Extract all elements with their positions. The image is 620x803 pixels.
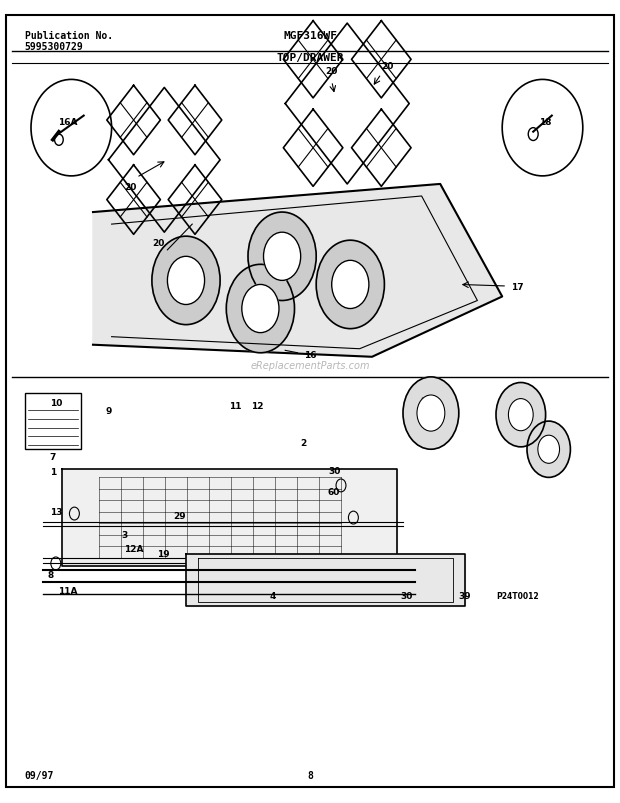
Text: 29: 29 [174,511,186,520]
Circle shape [242,285,279,333]
Circle shape [332,261,369,309]
Text: 18: 18 [539,117,552,127]
Text: 30: 30 [329,467,341,476]
Text: 30: 30 [400,591,412,601]
Circle shape [152,237,220,325]
Text: 11: 11 [229,401,242,410]
Text: 16: 16 [304,350,316,360]
Circle shape [316,241,384,329]
Circle shape [226,265,294,353]
Ellipse shape [502,80,583,177]
Text: 20: 20 [152,238,164,247]
Text: 7: 7 [50,452,56,461]
Circle shape [403,377,459,450]
Text: 17: 17 [512,282,524,291]
Text: 20: 20 [124,182,136,191]
Circle shape [264,233,301,281]
Text: 11A: 11A [58,586,78,596]
Bar [25,393,81,450]
Text: 2: 2 [301,438,307,448]
Text: 5: 5 [542,441,548,450]
Text: eReplacementParts.com: eReplacementParts.com [250,361,370,370]
Text: 13: 13 [50,507,62,517]
Ellipse shape [31,80,112,177]
Circle shape [167,257,205,305]
Text: 3: 3 [121,530,127,540]
Circle shape [538,435,560,464]
Text: 14: 14 [512,402,524,412]
Text: 12A: 12A [123,544,143,554]
Text: 20: 20 [381,62,394,71]
Text: 9: 9 [105,406,112,416]
Circle shape [496,383,546,447]
Circle shape [527,422,570,478]
Text: MGF316WF: MGF316WF [283,31,337,41]
Text: 8: 8 [307,770,313,780]
Circle shape [248,213,316,301]
Text: 8: 8 [48,570,54,580]
Text: 20: 20 [326,67,338,76]
Text: 19: 19 [157,549,169,559]
Text: TOP/DRAWER: TOP/DRAWER [277,53,343,63]
Text: 16A: 16A [58,117,78,127]
Polygon shape [186,554,465,606]
Text: 8: 8 [420,397,427,406]
Text: P24T0012: P24T0012 [497,591,539,601]
Polygon shape [62,470,397,566]
Text: 39: 39 [459,591,471,601]
Text: 1: 1 [50,467,56,477]
Circle shape [417,396,445,432]
Circle shape [508,399,533,431]
Text: 12: 12 [251,401,264,410]
Text: 09/97: 09/97 [25,770,54,780]
Text: 60: 60 [327,487,340,496]
Text: Publication No.: Publication No. [25,31,113,41]
Text: 5995300729: 5995300729 [25,42,84,51]
Text: 4: 4 [270,591,276,601]
Text: 10: 10 [50,398,62,408]
Polygon shape [93,185,502,357]
